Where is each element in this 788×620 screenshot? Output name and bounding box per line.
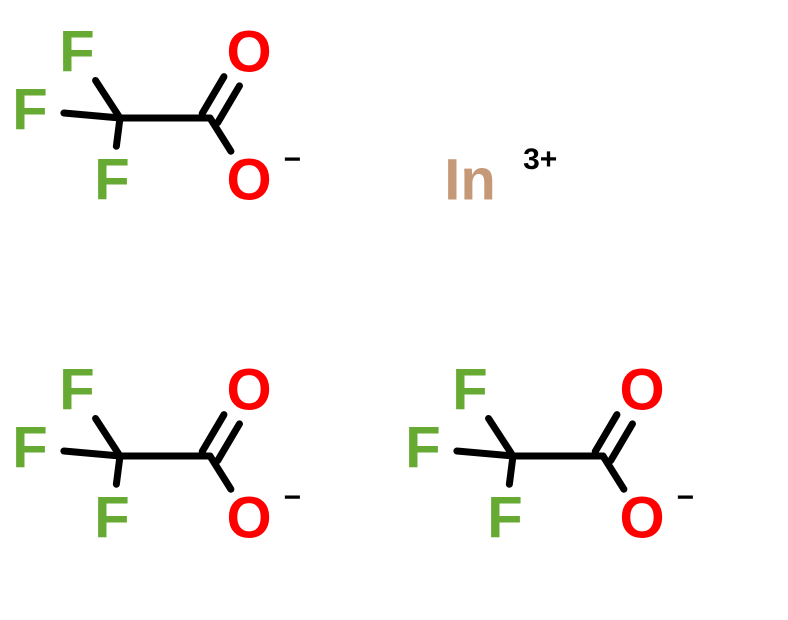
bond-single: [116, 456, 120, 484]
bond-single: [64, 451, 120, 456]
atom-label-f: F: [12, 78, 47, 143]
atom-label-f: F: [405, 416, 440, 481]
bond-double: [595, 415, 617, 452]
bond-double: [611, 424, 633, 461]
atom-label-f: F: [452, 358, 487, 423]
charge-label: −: [284, 481, 302, 514]
atom-label-o: O: [226, 148, 271, 213]
charge-label: −: [284, 143, 302, 176]
atom-label-f: F: [94, 148, 129, 213]
atom-label-o: O: [619, 486, 664, 551]
atom-label-o: O: [226, 358, 271, 423]
atom-label-f: F: [59, 20, 94, 85]
bond-single: [96, 418, 120, 456]
atom-label-o: O: [226, 20, 271, 85]
bond-double: [202, 77, 224, 114]
bond-double: [202, 415, 224, 452]
bonds-layer: [64, 77, 633, 490]
bond-single: [489, 418, 513, 456]
atom-label-f: F: [94, 486, 129, 551]
bond-single: [116, 118, 120, 146]
bond-single: [64, 113, 120, 118]
atom-label-f: F: [12, 416, 47, 481]
molecule-diagram: FFFOO−FFFOO−FFFOO−In3+: [0, 0, 788, 620]
atom-label-f: F: [487, 486, 522, 551]
atom-label-f: F: [59, 358, 94, 423]
atom-label-o: O: [619, 358, 664, 423]
charge-label: −: [677, 481, 695, 514]
atom-label-o: O: [226, 486, 271, 551]
atom-label-in: In: [444, 148, 496, 213]
bond-double: [218, 424, 240, 461]
bond-double: [218, 86, 240, 123]
charge-label: 3+: [523, 143, 557, 176]
atoms-layer: FFFOO−FFFOO−FFFOO−In3+: [12, 20, 694, 551]
bond-single: [96, 80, 120, 118]
bond-single: [509, 456, 513, 484]
bond-single: [457, 451, 513, 456]
